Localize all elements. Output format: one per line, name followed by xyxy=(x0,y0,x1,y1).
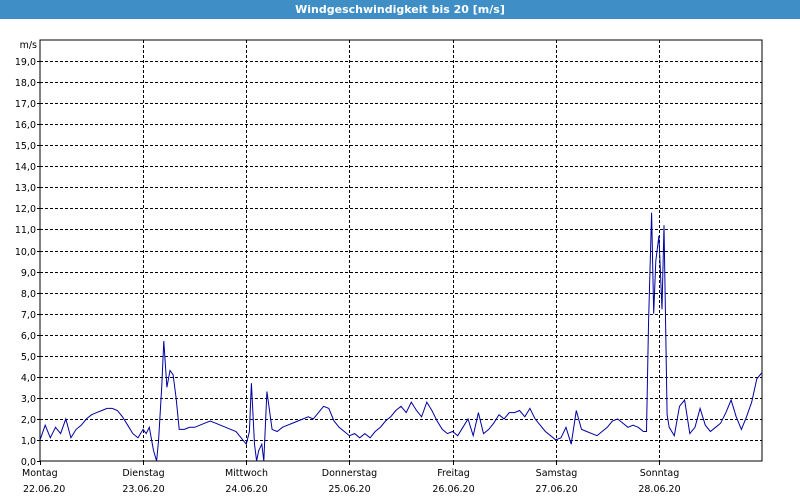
x-tick-day-label: Dienstag xyxy=(122,468,164,479)
y-tick-label: 18,0 xyxy=(15,78,36,89)
x-tick-date-label: 25.06.20 xyxy=(328,484,370,495)
x-axis-ticks: Montag 22.06.20 Dienstag 23.06.20 Mittwoch 24… xyxy=(22,461,681,495)
plot-area xyxy=(39,39,763,462)
y-tick-label: 17,0 xyxy=(15,99,36,110)
y-tick-label: 16,0 xyxy=(15,120,36,131)
y-tick-label: 8,0 xyxy=(21,289,36,300)
x-tick-date-label: 24.06.20 xyxy=(225,484,267,495)
x-tick-day-label: Samstag xyxy=(536,468,578,479)
y-tick-label: 4,0 xyxy=(21,373,36,384)
x-tick-date-label: 27.06.20 xyxy=(535,484,577,495)
x-tick-day-label: Sonntag xyxy=(640,468,679,479)
x-tick-day-label: Mittwoch xyxy=(225,468,268,479)
y-axis-unit-label: m/s xyxy=(20,40,37,51)
x-tick-day-label: Donnerstag xyxy=(322,468,377,479)
y-tick-label: 12,0 xyxy=(15,204,36,215)
x-tick-day-label: Freitag xyxy=(437,468,470,479)
grid-lines xyxy=(40,40,762,461)
x-tick-date-label: 23.06.20 xyxy=(122,484,164,495)
y-tick-label: 2,0 xyxy=(21,415,36,426)
x-tick-date-label: 26.06.20 xyxy=(432,484,474,495)
y-tick-label: 6,0 xyxy=(21,331,36,342)
x-tick-date-label: 28.06.20 xyxy=(638,484,680,495)
y-tick-label: 0,0 xyxy=(21,457,36,468)
y-tick-label: 7,0 xyxy=(21,310,36,321)
x-tick-date-label: 22.06.20 xyxy=(23,484,65,495)
y-tick-label: 15,0 xyxy=(15,141,36,152)
chart-title: Windgeschwindigkeit bis 20 [m/s] xyxy=(0,0,800,19)
y-tick-label: 11,0 xyxy=(15,225,36,236)
y-tick-label: 19,0 xyxy=(15,57,36,68)
y-tick-label: 5,0 xyxy=(21,352,36,363)
y-tick-label: 3,0 xyxy=(21,394,36,405)
y-tick-label: 10,0 xyxy=(15,247,36,258)
y-tick-label: 1,0 xyxy=(21,436,36,447)
y-axis-ticks: 0,0 1,0 2,0 3,0 4,0 5,0 6,0 7,0 8,0 9,0 10,0 11,0 12… xyxy=(15,57,40,468)
x-tick-day-label: Montag xyxy=(22,468,58,479)
y-tick-label: 9,0 xyxy=(21,268,36,279)
y-tick-label: 14,0 xyxy=(15,162,36,173)
y-tick-label: 13,0 xyxy=(15,183,36,194)
wind-speed-series-line xyxy=(39,212,763,462)
